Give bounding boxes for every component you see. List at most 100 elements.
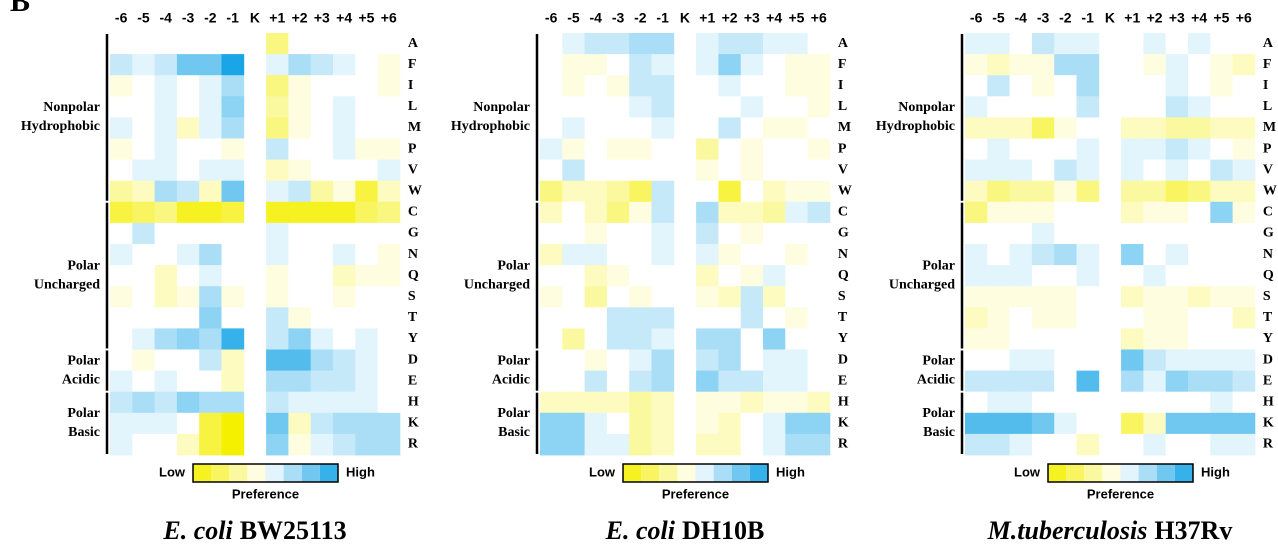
heat-cell — [1076, 370, 1100, 393]
column-label: +4 — [336, 10, 352, 26]
heat-cell — [718, 328, 742, 350]
heat-cell — [629, 265, 652, 287]
heat-cell — [1165, 370, 1189, 393]
column-label: +6 — [1236, 10, 1252, 26]
heat-cell — [333, 433, 356, 456]
heat-cell — [132, 370, 155, 393]
heat-cell — [540, 54, 563, 76]
heat-cell — [377, 117, 401, 139]
row-label: N — [1263, 247, 1273, 262]
heat-cell — [288, 391, 312, 414]
heat-cell — [176, 96, 200, 118]
heat-cell — [1121, 370, 1144, 393]
heat-cell — [584, 328, 608, 350]
heat-cell — [221, 75, 245, 97]
heat-cell — [1054, 180, 1077, 203]
heat-cell — [333, 370, 356, 393]
heat-cell — [355, 96, 378, 118]
heat-cell — [540, 117, 563, 139]
column-label: K — [680, 10, 690, 26]
heat-cell — [355, 54, 378, 76]
heat-cell — [606, 370, 630, 393]
heat-cell — [154, 117, 178, 139]
heat-cell — [629, 307, 652, 329]
column-label: -6 — [115, 10, 128, 26]
heat-cell — [606, 138, 630, 160]
heat-cell — [1165, 412, 1189, 435]
heat-cell — [199, 33, 222, 55]
heat-cell — [221, 96, 245, 118]
heat-cell — [1232, 433, 1256, 456]
heat-cell — [333, 391, 356, 414]
heat-cell — [987, 222, 1010, 245]
heat-cell — [763, 265, 786, 287]
heat-cell — [1054, 265, 1077, 287]
heat-cell — [199, 180, 222, 203]
column-label: -3 — [1037, 10, 1050, 26]
heat-cell — [584, 33, 608, 55]
heat-cell — [606, 180, 630, 203]
heat-cell — [1009, 412, 1033, 435]
heat-cell — [310, 391, 334, 414]
heat-cell — [377, 370, 401, 393]
heat-cell — [740, 265, 764, 287]
heat-cell — [584, 244, 608, 266]
heat-cell — [310, 244, 334, 266]
heat-cell — [288, 54, 312, 76]
heat-cell — [377, 328, 401, 350]
heat-cell — [718, 138, 742, 160]
heat-cell — [1076, 54, 1100, 76]
heat-cell — [1210, 117, 1233, 139]
heat-cell — [199, 412, 222, 435]
heat-cell — [584, 159, 608, 182]
heat-cell — [154, 75, 178, 97]
heat-cell — [1143, 265, 1167, 287]
heat-cell — [606, 412, 630, 435]
heat-cell — [288, 138, 312, 160]
heat-cell — [355, 307, 378, 329]
heat-cell — [651, 412, 675, 435]
heat-cell — [1232, 222, 1256, 245]
group-label: Polar — [497, 258, 530, 273]
heat-cell — [1054, 307, 1077, 329]
heat-cell — [266, 286, 289, 308]
colorbar-cell — [1066, 464, 1085, 482]
colorbar-cell — [1102, 464, 1121, 482]
heat-cell — [965, 180, 988, 203]
heat-cell — [1031, 96, 1055, 118]
heat-cell — [696, 244, 719, 266]
heat-cell — [562, 222, 585, 245]
panel-label: B — [10, 0, 30, 18]
heat-cell — [807, 138, 831, 160]
heat-cell — [1232, 54, 1256, 76]
heat-cell — [110, 265, 133, 287]
heat-cell — [540, 349, 563, 371]
heat-cell — [1031, 328, 1055, 350]
heat-cell — [696, 180, 719, 203]
heat-cell — [1121, 96, 1144, 118]
heat-cell — [696, 349, 719, 371]
heat-cell — [785, 180, 808, 203]
heat-cell — [132, 54, 155, 76]
heat-cell — [1188, 159, 1211, 182]
column-label: +6 — [381, 10, 397, 26]
heat-cell — [266, 244, 289, 266]
row-label: A — [838, 36, 849, 51]
heat-cell — [288, 265, 312, 287]
heat-cell — [266, 138, 289, 160]
heat-cell — [785, 138, 808, 160]
heat-cell — [288, 433, 312, 456]
heat-cell — [651, 349, 675, 371]
colorbar-frame — [1047, 463, 1194, 483]
heat-cell — [110, 349, 133, 371]
column-label: +1 — [1124, 10, 1140, 26]
heat-cell — [1232, 33, 1256, 55]
heat-cell — [987, 96, 1010, 118]
heat-cell — [763, 96, 786, 118]
heat-cell — [199, 201, 222, 224]
heat-cell — [629, 33, 652, 55]
heat-cell — [1009, 391, 1033, 414]
group-label: Basic — [498, 425, 530, 440]
heat-cell — [584, 412, 608, 435]
heat-cell — [377, 96, 401, 118]
